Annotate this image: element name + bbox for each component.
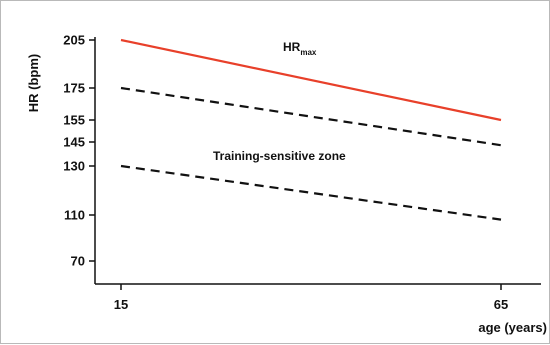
hrmax-label-sub: max [300,48,317,57]
hrmax-line [120,38,502,122]
x-ticks: 15 65 [114,284,508,312]
y-tick-label: 70 [71,254,85,269]
hrmax-label-main: HR [283,40,301,54]
y-ticks: 205 175 155 145 130 110 70 [63,33,95,269]
training-zone-label: Training-sensitive zone [213,149,346,163]
x-tick-label: 65 [494,297,508,312]
x-axis-title: age (years) [478,320,547,335]
y-tick-label: 145 [63,135,85,150]
y-axis-title: HR (bpm) [26,54,41,113]
y-tick-label: 155 [63,113,85,128]
y-tick-label: 205 [63,33,85,48]
zone-bound-line-1 [120,86,502,147]
hrmax-label: HRmax [283,40,317,57]
x-tick-label: 15 [114,297,128,312]
series-lines [120,38,502,221]
y-tick-label: 110 [64,208,85,223]
zone-bound-line-2 [120,164,502,221]
y-tick-label: 130 [63,159,85,174]
y-tick-label: 175 [63,81,85,96]
